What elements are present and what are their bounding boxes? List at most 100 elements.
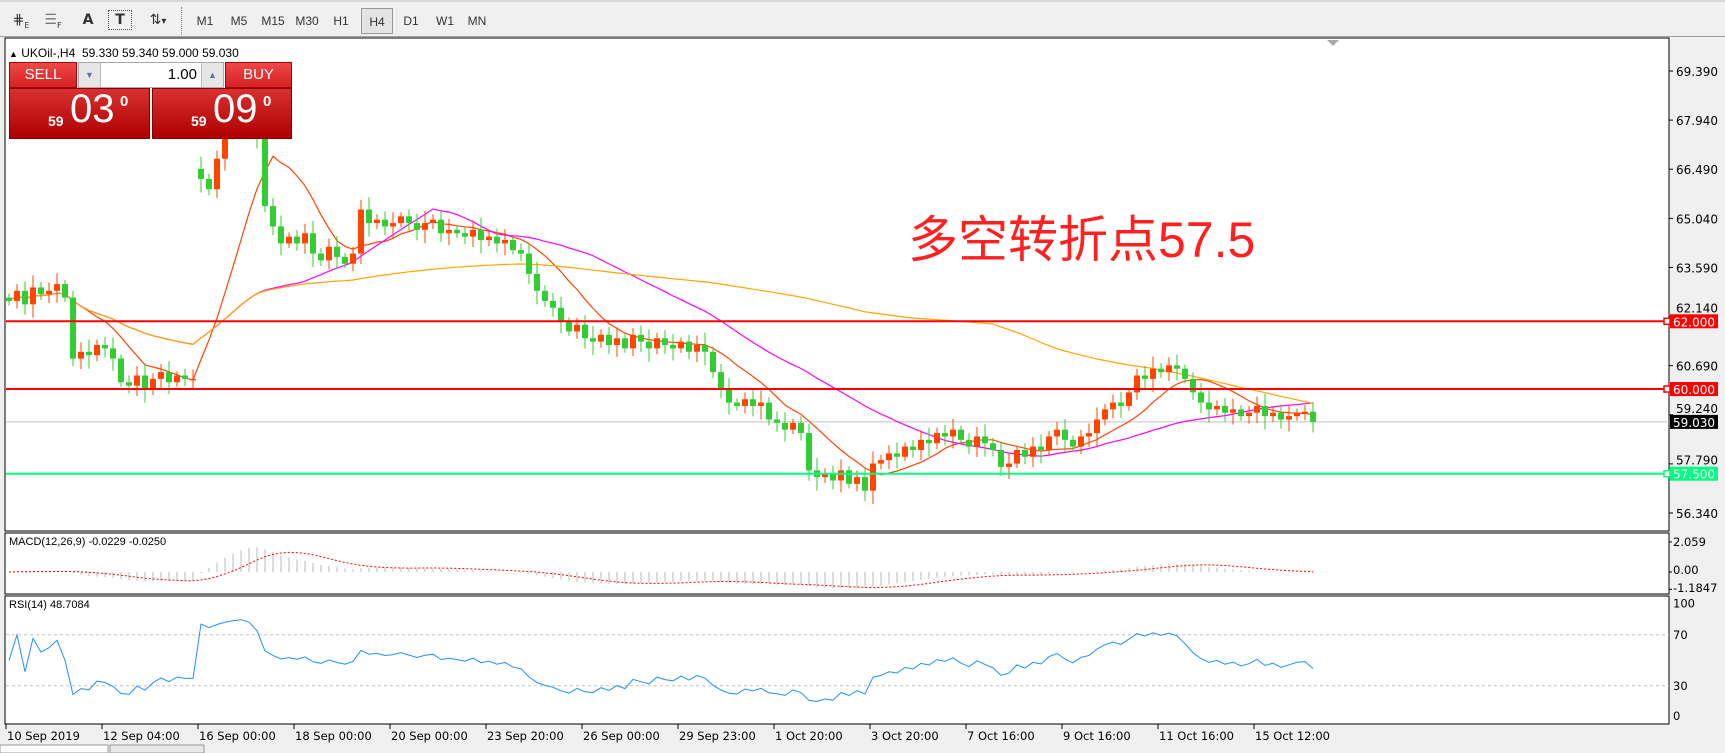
candle-body bbox=[942, 433, 948, 437]
candle-body bbox=[686, 341, 692, 352]
candle-body bbox=[1286, 416, 1292, 420]
candle-body bbox=[1294, 412, 1300, 417]
line-handle[interactable] bbox=[1663, 385, 1671, 393]
price-axis-label: 67.940 bbox=[1676, 114, 1718, 128]
timeframe-m30[interactable]: M30 bbox=[295, 14, 319, 28]
timeframe-m5[interactable]: M5 bbox=[230, 14, 248, 28]
timeframe-d1[interactable]: D1 bbox=[403, 14, 419, 28]
text-label-icon[interactable]: T bbox=[108, 10, 132, 30]
timeframe-h1[interactable]: H1 bbox=[333, 14, 349, 28]
candle-body bbox=[718, 372, 724, 390]
candle-body bbox=[958, 429, 964, 440]
candle-body bbox=[166, 372, 172, 383]
candle-body bbox=[1214, 405, 1220, 410]
candle-body bbox=[774, 419, 780, 423]
candle-body bbox=[198, 168, 204, 180]
timeframe-h4[interactable]: H4 bbox=[361, 8, 393, 34]
sell-button[interactable]: SELL bbox=[9, 62, 77, 88]
candle-body bbox=[70, 297, 76, 359]
candle-body bbox=[286, 236, 292, 244]
candle-body bbox=[1078, 436, 1084, 447]
candle-body bbox=[654, 338, 660, 349]
candle-body bbox=[54, 284, 60, 291]
candle-body bbox=[46, 290, 52, 295]
candle-body bbox=[22, 290, 28, 305]
candle-body bbox=[1310, 411, 1316, 422]
price-axis-label: 59.240 bbox=[1676, 402, 1718, 416]
candle-body bbox=[406, 216, 412, 224]
candle-body bbox=[902, 446, 908, 457]
date-axis-label: 26 Sep 00:00 bbox=[583, 729, 660, 743]
candle-body bbox=[990, 443, 996, 451]
candle-body bbox=[278, 226, 284, 244]
date-axis-label: 10 Sep 2019 bbox=[7, 729, 80, 743]
candle-body bbox=[414, 223, 420, 230]
increase-lot-button[interactable]: ▲ bbox=[201, 63, 223, 87]
fibonacci-expansion-icon[interactable]: ⋕E bbox=[12, 12, 30, 30]
candle-body bbox=[158, 372, 164, 379]
date-axis-label: 3 Oct 20:00 bbox=[871, 729, 939, 743]
sell-price-fraction: 0 bbox=[120, 93, 129, 110]
price-axis-label: 65.040 bbox=[1676, 212, 1718, 226]
fibonacci-fan-icon[interactable]: ☰F bbox=[44, 12, 62, 30]
line-handle[interactable] bbox=[1663, 469, 1671, 478]
candle-body bbox=[334, 246, 340, 257]
candle-body bbox=[390, 223, 396, 227]
candle-body bbox=[1166, 365, 1172, 373]
candle-body bbox=[934, 433, 940, 444]
candle-body bbox=[446, 229, 452, 234]
candle-body bbox=[646, 341, 652, 349]
text-icon[interactable]: A bbox=[82, 12, 94, 28]
timeframe-m1[interactable]: M1 bbox=[196, 14, 214, 28]
chart-shift-marker-icon[interactable] bbox=[1327, 40, 1339, 46]
candle-body bbox=[1110, 402, 1116, 410]
candle-body bbox=[1118, 402, 1124, 406]
candle-body bbox=[1062, 429, 1068, 440]
candle-body bbox=[430, 219, 436, 224]
candle-body bbox=[1134, 375, 1140, 393]
candle-body bbox=[782, 422, 788, 430]
price-line-tag bbox=[1670, 466, 1718, 481]
candle-body bbox=[262, 135, 268, 207]
macd-label: MACD(12,26,9) -0.0229 -0.0250 bbox=[9, 536, 167, 548]
candle-body bbox=[590, 338, 596, 342]
candle-body bbox=[574, 324, 580, 332]
candle-body bbox=[102, 345, 108, 349]
candle-body bbox=[1022, 450, 1028, 457]
candle-body bbox=[710, 351, 716, 373]
lot-size-input[interactable]: 1.00 bbox=[167, 66, 197, 83]
candle-body bbox=[1142, 375, 1148, 379]
candle-body bbox=[502, 240, 508, 244]
rsi-panel bbox=[4, 595, 1670, 725]
sell-price-box[interactable]: 59 03 0 bbox=[9, 87, 150, 139]
macd-axis-label: -1.1847 bbox=[1673, 581, 1717, 595]
buy-price-pips: 09 bbox=[213, 87, 258, 131]
candle-body bbox=[6, 297, 12, 301]
timeframe-mn[interactable]: MN bbox=[467, 14, 487, 28]
buy-button[interactable]: BUY bbox=[225, 62, 292, 88]
candle-body bbox=[1254, 405, 1260, 413]
timeframe-m15[interactable]: M15 bbox=[261, 14, 285, 28]
collapse-triangle-icon[interactable]: ▲ bbox=[9, 49, 18, 59]
candle-body bbox=[1230, 409, 1236, 413]
candle-body bbox=[294, 236, 300, 244]
chart-tab[interactable] bbox=[109, 744, 205, 753]
lot-size-stepper[interactable]: ▼ 1.00 ▲ bbox=[78, 62, 224, 88]
candle-body bbox=[526, 253, 532, 274]
decrease-lot-button[interactable]: ▼ bbox=[79, 63, 101, 87]
date-axis-label: 1 Oct 20:00 bbox=[775, 729, 843, 743]
candle-body bbox=[462, 233, 468, 237]
arrows-dropdown-icon[interactable]: ⇅▾ bbox=[149, 12, 167, 28]
candle-body bbox=[118, 358, 124, 383]
buy-price-box[interactable]: 59 09 0 bbox=[152, 87, 292, 139]
timeframe-w1[interactable]: W1 bbox=[436, 14, 454, 28]
candle-body bbox=[1006, 463, 1012, 467]
chart-tab[interactable] bbox=[0, 744, 109, 753]
line-handle[interactable] bbox=[1663, 317, 1671, 326]
annotation-text: 多空转折点57.5 bbox=[908, 212, 1256, 268]
candle-body bbox=[854, 477, 860, 484]
price-axis-label: 57.790 bbox=[1676, 454, 1718, 468]
date-axis-label: 15 Oct 12:00 bbox=[1255, 729, 1330, 743]
sell-price-pips: 03 bbox=[70, 87, 115, 131]
date-axis-label: 7 Oct 16:00 bbox=[967, 729, 1035, 743]
